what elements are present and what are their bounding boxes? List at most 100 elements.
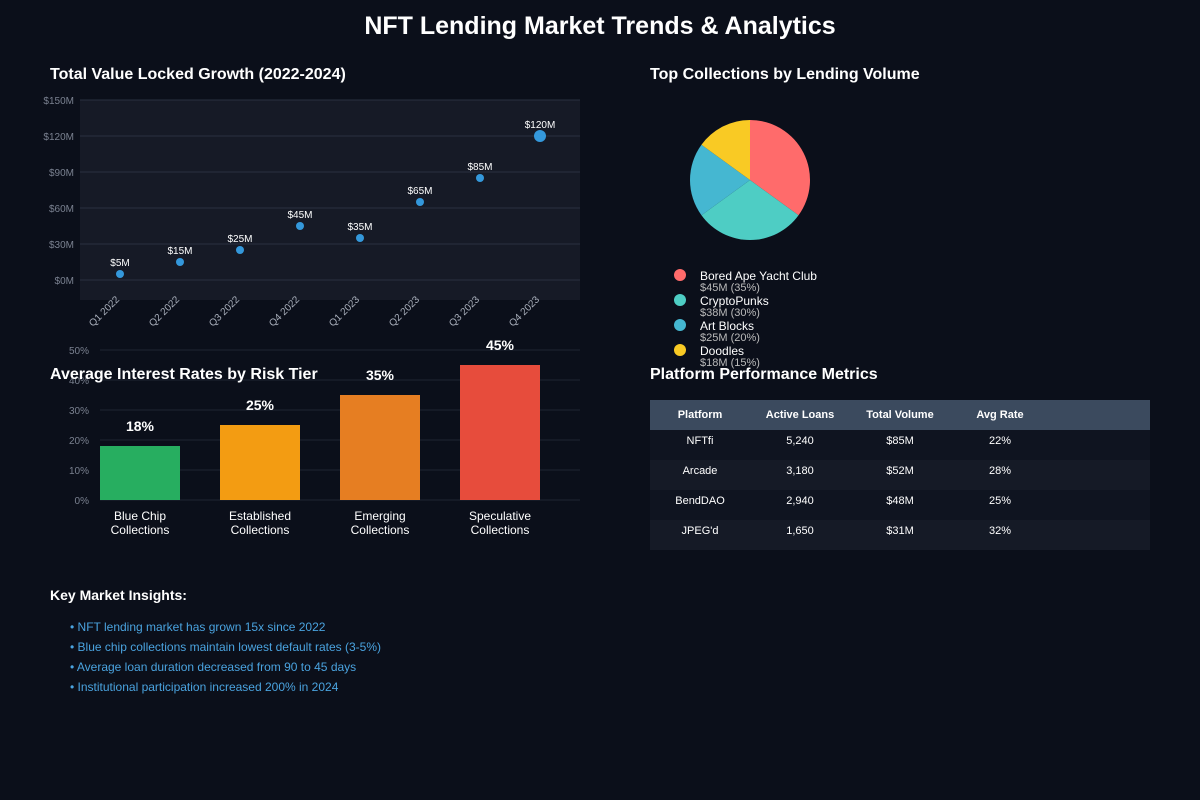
tvl-chart-title: Total Value Locked Growth (2022-2024) [50,66,346,83]
insight-item: • Institutional participation increased … [70,680,339,694]
tvl-data-label: $5M [110,258,129,269]
rate-bar [460,365,540,500]
bar-category-label: Collections [111,523,170,537]
bar-category-label: Speculative [469,509,531,523]
bar-category-label: Collections [471,523,530,537]
legend-label: Art Blocks [700,319,755,333]
tvl-y-tick-label: $60M [49,204,74,215]
cell-spacer [1050,520,1150,550]
cell-spacer [1050,430,1150,460]
bar-y-tick-label: 10% [69,466,89,477]
insights-title: Key Market Insights: [50,587,187,603]
tvl-y-tick-label: $30M [49,240,74,251]
header-total-volume: Total Volume [850,400,950,430]
insight-item: • Average loan duration decreased from 9… [70,660,357,674]
legend-detail: $18M (15%) [700,357,760,369]
metrics-header-row: Platform Active Loans Total Volume Avg R… [650,400,1150,430]
pie-slice [690,144,750,216]
table-row: BendDAO 2,940 $48M 25% [650,490,1150,520]
tvl-y-tick-label: $150M [43,96,74,107]
tvl-y-tick-label: $90M [49,168,74,179]
cell-active-loans: 1,650 [750,520,850,550]
tvl-data-point [356,234,364,242]
pie-slice [701,120,750,180]
bar-y-tick-label: 40% [69,376,89,387]
tvl-data-point [416,198,424,206]
legend-color-swatch [674,269,686,281]
interest-bar-chart: 0%10%20%30%40%50%18%Blue ChipCollections… [69,337,580,537]
pie-slice [750,120,810,216]
rate-bar [220,425,300,500]
legend-label: Doodles [700,344,745,358]
bar-category-label: Established [229,509,291,523]
cell-total-volume: $85M [850,430,950,460]
tvl-data-label: $65M [407,186,432,197]
bar-category-label: Collections [231,523,290,537]
legend-color-swatch [674,294,686,306]
legend-label: Bored Ape Yacht Club [700,269,817,283]
legend-label: CryptoPunks [700,294,769,308]
tvl-data-label: $120M [525,120,556,131]
tvl-data-point [476,174,484,182]
cell-spacer [1050,490,1150,520]
bar-y-tick-label: 30% [69,406,89,417]
tvl-data-point [534,130,546,142]
rate-bar [100,446,180,500]
pie-slice [701,180,799,240]
tvl-data-point [236,246,244,254]
cell-platform: JPEG'd [650,520,750,550]
pie-chart-title: Top Collections by Lending Volume [650,66,920,83]
bar-y-tick-label: 50% [69,346,89,357]
pie-chart [690,120,810,240]
bar-y-tick-label: 0% [75,496,90,507]
table-row: JPEG'd 1,650 $31M 32% [650,520,1150,550]
tvl-data-label: $85M [467,162,492,173]
table-row: Arcade 3,180 $52M 28% [650,460,1150,490]
tvl-data-label: $45M [287,210,312,221]
cell-platform: BendDAO [650,490,750,520]
tvl-data-label: $15M [167,246,192,257]
bar-category-label: Emerging [354,509,405,523]
cell-total-volume: $52M [850,460,950,490]
legend-detail: $38M (30%) [700,307,760,319]
tvl-data-point [296,222,304,230]
cell-active-loans: 5,240 [750,430,850,460]
legend-detail: $25M (20%) [700,332,760,344]
tvl-data-label: $35M [347,222,372,233]
cell-active-loans: 2,940 [750,490,850,520]
bar-value-label: 18% [126,418,155,434]
header-platform: Platform [650,400,750,430]
header-avg-rate: Avg Rate [950,400,1050,430]
cell-platform: Arcade [650,460,750,490]
metrics-title: Platform Performance Metrics [650,366,878,383]
bar-category-label: Blue Chip [114,509,166,523]
header-spacer [1050,400,1150,430]
legend-detail: $45M (35%) [700,282,760,294]
bar-value-label: 25% [246,397,275,413]
cell-total-volume: $48M [850,490,950,520]
bar-value-label: 35% [366,367,395,383]
tvl-y-tick-label: $0M [55,276,74,287]
cell-platform: NFTfi [650,430,750,460]
page-title: NFT Lending Market Trends & Analytics [364,12,836,40]
bar-chart-title: Average Interest Rates by Risk Tier [50,366,318,383]
bar-category-label: Collections [351,523,410,537]
cell-total-volume: $31M [850,520,950,550]
bar-value-label: 45% [486,337,515,353]
cell-active-loans: 3,180 [750,460,850,490]
tvl-y-tick-label: $120M [43,132,74,143]
rate-bar [340,395,420,500]
tvl-plot-area [80,100,580,300]
cell-avg-rate: 25% [950,490,1050,520]
cell-spacer [1050,460,1150,490]
tvl-data-point [176,258,184,266]
bar-y-tick-label: 20% [69,436,89,447]
cell-avg-rate: 32% [950,520,1050,550]
tvl-data-point [116,270,124,278]
cell-avg-rate: 22% [950,430,1050,460]
insight-item: • NFT lending market has grown 15x since… [70,620,326,634]
legend-color-swatch [674,319,686,331]
insight-item: • Blue chip collections maintain lowest … [70,640,382,654]
header-active-loans: Active Loans [750,400,850,430]
